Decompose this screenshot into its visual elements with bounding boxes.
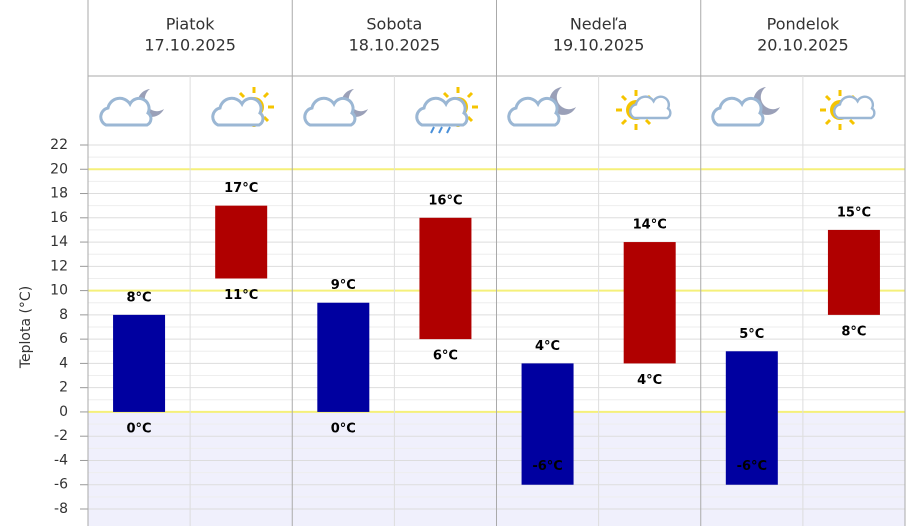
y-tick-label: 2 (59, 380, 68, 396)
value-label: 0°C (331, 421, 356, 436)
y-tick-label: 18 (50, 186, 68, 202)
day-name: Piatok (166, 15, 216, 34)
y-tick-label: 22 (50, 137, 68, 153)
y-tick-label: -6 (54, 477, 68, 493)
value-label: 11°C (224, 288, 258, 303)
value-label: 4°C (535, 339, 560, 354)
temperature-bar (827, 229, 880, 315)
value-label: 4°C (637, 373, 662, 388)
y-axis-label: Teplota (°C) (18, 286, 34, 369)
day-date: 19.10.2025 (553, 36, 645, 55)
value-label: 5°C (739, 327, 764, 342)
y-tick-label: 8 (59, 307, 68, 323)
temperature-bar (521, 363, 574, 485)
value-label: 6°C (433, 349, 458, 364)
value-label: 17°C (224, 181, 258, 196)
value-label: 16°C (428, 193, 462, 208)
day-date: 20.10.2025 (757, 36, 849, 55)
y-tick-label: 16 (50, 210, 68, 226)
y-tick-label: 0 (59, 404, 68, 420)
y-tick-label: 14 (50, 234, 68, 250)
temperature-bar (215, 205, 268, 279)
y-tick-label: -2 (54, 428, 68, 444)
y-tick-label: 4 (59, 355, 68, 371)
y-tick-label: 10 (50, 283, 68, 299)
day-date: 17.10.2025 (144, 36, 236, 55)
value-label: -6°C (737, 459, 767, 474)
day-name: Sobota (366, 15, 422, 34)
weather-icons (99, 85, 876, 134)
value-label: 9°C (331, 278, 356, 293)
value-label: 8°C (127, 290, 152, 305)
temperature-bar (419, 217, 472, 340)
y-tick-label: -8 (54, 501, 68, 517)
temperature-bar (623, 242, 676, 364)
value-label: 8°C (841, 324, 866, 339)
temperature-bar (113, 314, 166, 412)
temperature-bar (725, 351, 778, 485)
day-date: 18.10.2025 (349, 36, 441, 55)
y-tick-label: 6 (59, 331, 68, 347)
value-label: -6°C (532, 459, 562, 474)
y-tick-label: -4 (54, 452, 68, 468)
day-name: Pondelok (767, 15, 840, 34)
value-label: 14°C (633, 218, 667, 233)
day-name: Nedeľa (570, 15, 628, 34)
temperature-bar (317, 302, 370, 412)
value-label: 15°C (837, 205, 871, 220)
value-label: 0°C (127, 421, 152, 436)
y-tick-label: 20 (50, 161, 68, 177)
y-tick-label: 12 (50, 258, 68, 274)
